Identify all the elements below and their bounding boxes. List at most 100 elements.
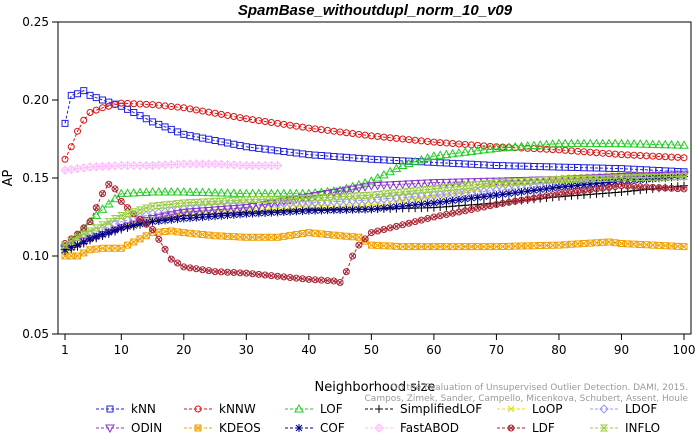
data-point bbox=[379, 181, 389, 191]
data-point bbox=[154, 217, 163, 226]
data-point bbox=[292, 230, 300, 238]
data-point bbox=[235, 196, 245, 204]
data-point bbox=[660, 139, 671, 149]
data-point bbox=[73, 233, 82, 241]
data-point bbox=[454, 148, 464, 157]
data-point bbox=[149, 225, 157, 233]
data-point bbox=[354, 184, 364, 193]
data-point bbox=[579, 175, 589, 183]
data-point bbox=[67, 237, 76, 245]
data-point bbox=[254, 209, 263, 218]
data-point bbox=[203, 187, 214, 197]
data-point bbox=[312, 277, 318, 283]
data-point bbox=[331, 278, 337, 284]
data-point bbox=[386, 224, 394, 232]
data-point bbox=[310, 194, 320, 202]
data-point bbox=[92, 245, 100, 253]
data-point bbox=[367, 229, 375, 237]
data-point bbox=[398, 202, 407, 211]
legend-label: FastABOD bbox=[400, 421, 459, 434]
data-point bbox=[611, 177, 620, 186]
data-point bbox=[67, 143, 75, 151]
legend-marker bbox=[106, 405, 114, 413]
data-point bbox=[554, 138, 564, 148]
data-point bbox=[517, 188, 526, 197]
data-point bbox=[92, 204, 100, 212]
data-point bbox=[422, 179, 433, 188]
data-point bbox=[454, 148, 464, 157]
data-point bbox=[148, 217, 157, 226]
data-point bbox=[417, 200, 426, 209]
data-point bbox=[155, 235, 163, 243]
data-point bbox=[535, 176, 545, 184]
series-line bbox=[64, 102, 685, 160]
data-point bbox=[228, 205, 239, 214]
data-point bbox=[136, 235, 144, 243]
data-point bbox=[147, 187, 158, 196]
data-point bbox=[267, 208, 276, 217]
data-point bbox=[475, 205, 481, 211]
data-point bbox=[74, 127, 82, 135]
data-point bbox=[298, 194, 307, 202]
data-point bbox=[574, 240, 582, 248]
data-point bbox=[111, 226, 120, 235]
data-point bbox=[485, 144, 496, 153]
data-point bbox=[118, 198, 124, 204]
data-point bbox=[303, 193, 314, 202]
data-point bbox=[531, 195, 537, 201]
legend-label: LDF bbox=[532, 421, 555, 434]
data-point bbox=[517, 177, 526, 185]
data-point bbox=[629, 174, 639, 182]
data-point bbox=[567, 175, 576, 183]
data-point bbox=[404, 158, 414, 168]
data-point bbox=[491, 177, 502, 187]
data-point bbox=[80, 249, 88, 257]
data-point bbox=[411, 200, 420, 209]
data-point bbox=[554, 183, 563, 192]
data-point bbox=[361, 205, 370, 214]
data-point bbox=[392, 222, 400, 230]
data-point bbox=[447, 148, 458, 158]
y-tick-label: 0.20 bbox=[22, 93, 49, 107]
data-point bbox=[311, 276, 319, 284]
data-point bbox=[78, 223, 89, 233]
data-point bbox=[135, 187, 145, 197]
data-point bbox=[117, 197, 125, 205]
data-point bbox=[435, 179, 446, 188]
x-axis: 1 10 20 30 40 50 60 70 80 90 100 bbox=[61, 334, 695, 357]
data-point bbox=[343, 269, 349, 275]
data-point bbox=[548, 184, 557, 193]
data-point bbox=[579, 138, 589, 148]
legend-marker bbox=[194, 405, 202, 413]
data-point bbox=[604, 178, 613, 187]
data-point bbox=[335, 187, 345, 197]
data-point bbox=[356, 242, 362, 248]
data-point bbox=[142, 204, 151, 212]
data-point bbox=[373, 191, 382, 199]
data-point bbox=[178, 208, 189, 218]
data-point bbox=[349, 252, 357, 260]
data-point bbox=[61, 119, 69, 127]
data-point bbox=[466, 146, 477, 155]
data-point bbox=[404, 187, 414, 195]
data-point bbox=[261, 208, 270, 217]
data-point bbox=[304, 194, 314, 202]
data-point bbox=[454, 195, 463, 204]
data-point bbox=[441, 149, 452, 159]
data-point bbox=[599, 238, 607, 246]
data-point bbox=[242, 233, 250, 241]
legend-marker bbox=[599, 404, 609, 414]
data-point bbox=[167, 255, 175, 263]
data-point bbox=[173, 215, 182, 224]
data-point bbox=[681, 186, 687, 192]
data-point bbox=[217, 232, 225, 240]
data-point bbox=[342, 192, 351, 200]
data-point bbox=[266, 199, 277, 209]
legend-marker bbox=[599, 404, 609, 414]
legend-label: SimplifiedLOF bbox=[400, 402, 482, 416]
data-point bbox=[210, 197, 220, 205]
data-point bbox=[374, 241, 382, 249]
data-point bbox=[167, 227, 175, 235]
data-point bbox=[411, 200, 420, 209]
data-point bbox=[624, 240, 632, 248]
